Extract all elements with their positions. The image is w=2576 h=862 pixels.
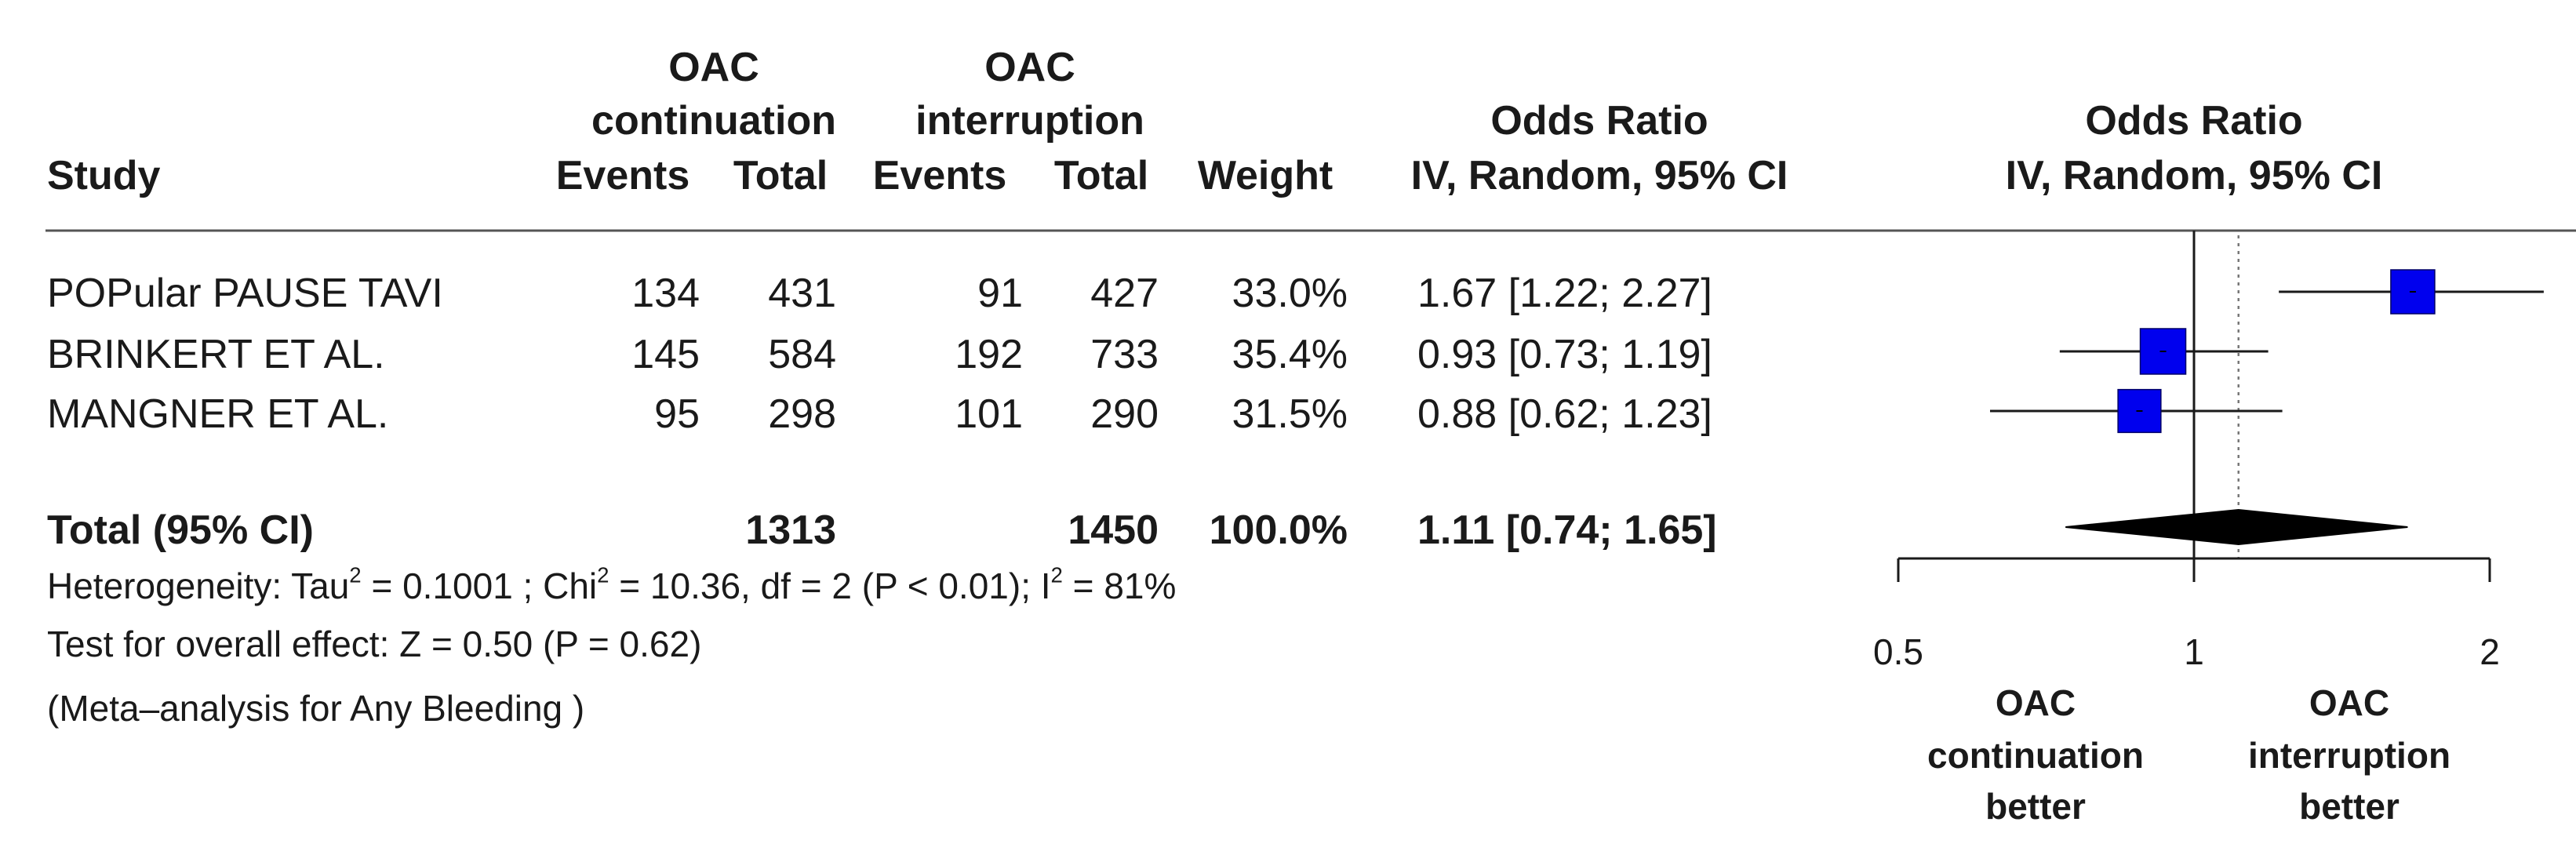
total1-value: 584	[768, 332, 836, 377]
or-method-header: IV, Random, 95% CI	[1410, 153, 1788, 198]
events2-value: 192	[955, 332, 1023, 377]
events2-value: 101	[955, 391, 1023, 437]
study-box	[2139, 328, 2187, 375]
events1-value: 95	[654, 391, 700, 437]
events1-value: 145	[631, 332, 700, 377]
study-name: BRINKERT ET AL.	[47, 332, 385, 377]
group2-header: OAC	[984, 45, 1075, 90]
study-box	[2390, 269, 2436, 315]
group2-subheader: interruption	[915, 98, 1144, 144]
overall-effect-text: Test for overall effect: Z = 0.50 (P = 0…	[47, 624, 702, 664]
weight-value: 35.4%	[1232, 332, 1348, 377]
total2-sum: 1450	[1068, 507, 1159, 553]
study-name: POPular PAUSE TAVI	[47, 271, 443, 316]
total-weight: 100.0%	[1209, 507, 1348, 553]
or-column-title: Odds Ratio	[1490, 98, 1708, 144]
plot-method-header: IV, Random, 95% CI	[2005, 153, 2383, 198]
total2-header: Total	[1053, 153, 1149, 198]
group1-header: OAC	[668, 45, 759, 90]
total2-value: 290	[1090, 391, 1159, 437]
axis-tick-label: 2	[2480, 631, 2500, 672]
axis-tick-label: 0.5	[1873, 631, 1923, 672]
or-ci-value: 0.88 [0.62; 1.23]	[1417, 391, 1712, 437]
group1-subheader: continuation	[591, 98, 836, 144]
study-header: Study	[47, 153, 161, 198]
total2-value: 733	[1090, 332, 1159, 377]
left-direction-label: continuation	[1927, 735, 2144, 776]
right-direction-label: interruption	[2247, 735, 2451, 776]
left-direction-label: better	[1985, 786, 2086, 827]
or-ci-value: 0.93 [0.73; 1.19]	[1417, 332, 1712, 377]
heterogeneity-text: Heterogeneity: Tau2 = 0.1001 ; Chi2 = 10…	[47, 562, 1177, 606]
study-name: MANGNER ET AL.	[47, 391, 389, 437]
total1-value: 298	[768, 391, 836, 437]
axis-tick-label: 1	[2184, 631, 2204, 672]
pooled-diamond	[2065, 508, 2408, 546]
weight-header: Weight	[1197, 153, 1333, 198]
total-label: Total (95% CI)	[47, 507, 314, 553]
or-ci-value: 1.67 [1.22; 2.27]	[1417, 271, 1712, 316]
right-direction-label: OAC	[2309, 682, 2390, 723]
events2-header: Events	[872, 153, 1007, 198]
plot-title: Odds Ratio	[2085, 98, 2303, 144]
right-direction-label: better	[2299, 786, 2400, 827]
total-or-ci: 1.11 [0.74; 1.65]	[1417, 507, 1717, 553]
total1-value: 431	[768, 271, 836, 316]
events1-value: 134	[631, 271, 700, 316]
weight-value: 31.5%	[1232, 391, 1348, 437]
analysis-note: (Meta–analysis for Any Bleeding )	[47, 688, 585, 729]
events2-value: 91	[977, 271, 1023, 316]
total2-value: 427	[1090, 271, 1159, 316]
left-direction-label: OAC	[1995, 682, 2076, 723]
weight-value: 33.0%	[1232, 271, 1348, 316]
total1-sum: 1313	[745, 507, 836, 553]
events1-header: Events	[555, 153, 690, 198]
total1-header: Total	[733, 153, 828, 198]
